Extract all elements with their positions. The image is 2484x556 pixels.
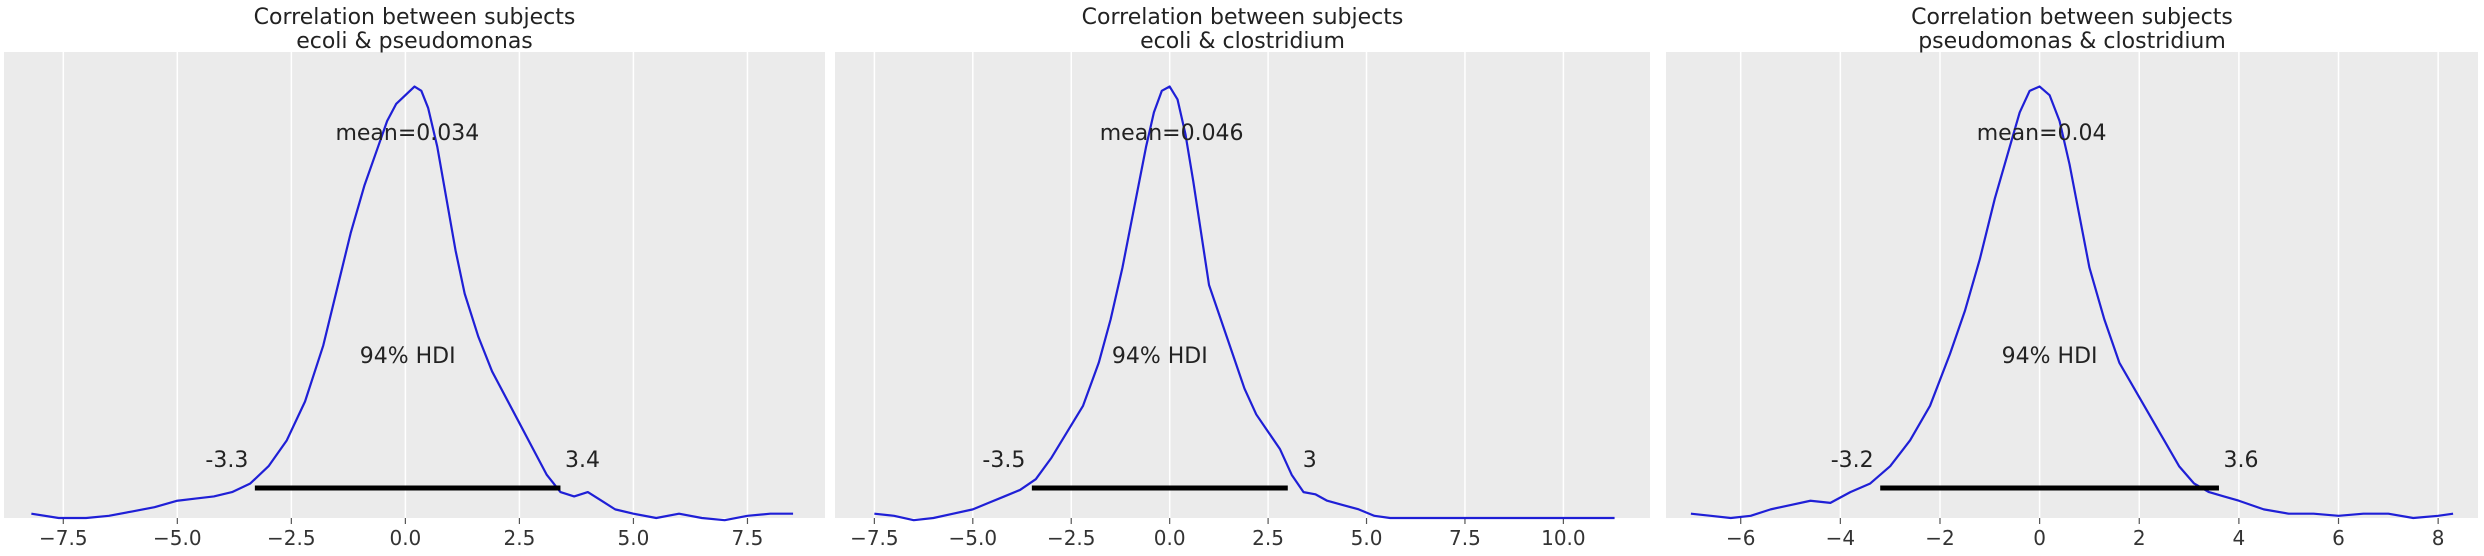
x-tick-label: −7.5 — [39, 526, 88, 550]
hdi-high-label: 3.6 — [2223, 448, 2258, 473]
hdi-label: 94% HDI — [360, 344, 456, 369]
x-tick-label: 2 — [2133, 526, 2146, 550]
x-tick-label: 6 — [2332, 526, 2345, 550]
x-tick-label: 7.5 — [1449, 526, 1481, 550]
x-tick-label: 2.5 — [1252, 526, 1284, 550]
hdi-low-label: -3.2 — [1831, 448, 1874, 473]
plot-area — [835, 52, 1650, 518]
x-tick-label: −2 — [1925, 526, 1954, 550]
x-tick-label: 0.0 — [389, 526, 421, 550]
x-tick-label: −7.5 — [850, 526, 899, 550]
chart-panel-3: Correlation between subjects pseudomonas … — [1666, 5, 2478, 550]
x-tick-label: 10.0 — [1541, 526, 1586, 550]
x-tick-label: 2.5 — [503, 526, 535, 550]
chart-title: Correlation between subjects pseudomonas … — [1911, 5, 2233, 54]
mean-label: mean=0.046 — [1100, 121, 1244, 146]
hdi-high-label: 3 — [1303, 448, 1317, 473]
x-tick-label: −5.0 — [949, 526, 998, 550]
x-tick-label: 4 — [2233, 526, 2246, 550]
hdi-low-label: -3.5 — [982, 448, 1025, 473]
x-tick-label: 5.0 — [618, 526, 650, 550]
x-tick-label: 8 — [2432, 526, 2445, 550]
mean-label: mean=0.034 — [335, 121, 479, 146]
hdi-label: 94% HDI — [2002, 344, 2098, 369]
density-line — [1690, 85, 2454, 520]
chart-title: Correlation between subjects ecoli & clos… — [1082, 5, 1404, 54]
x-tick-label: 0 — [2033, 526, 2046, 550]
x-tick-label: −2.5 — [1047, 526, 1096, 550]
plot-area — [1666, 52, 2478, 518]
plot-area — [4, 52, 825, 518]
density-line — [874, 85, 1615, 522]
x-tick-label: 7.5 — [732, 526, 764, 550]
chart-title: Correlation between subjects ecoli & pseu… — [254, 5, 576, 54]
x-tick-label: −5.0 — [153, 526, 202, 550]
hdi-label: 94% HDI — [1112, 344, 1208, 369]
mean-label: mean=0.04 — [1977, 121, 2107, 146]
hdi-high-label: 3.4 — [565, 448, 600, 473]
x-tick-label: −6 — [1726, 526, 1755, 550]
chart-panel-2: Correlation between subjects ecoli & clos… — [835, 5, 1650, 550]
x-tick-label: 0.0 — [1154, 526, 1186, 550]
hdi-low-label: -3.3 — [205, 448, 248, 473]
x-tick-label: 5.0 — [1351, 526, 1383, 550]
chart-panel-1: Correlation between subjects ecoli & pseu… — [4, 5, 825, 550]
density-line — [31, 85, 794, 522]
x-tick-label: −4 — [1826, 526, 1855, 550]
x-tick-label: −2.5 — [267, 526, 316, 550]
